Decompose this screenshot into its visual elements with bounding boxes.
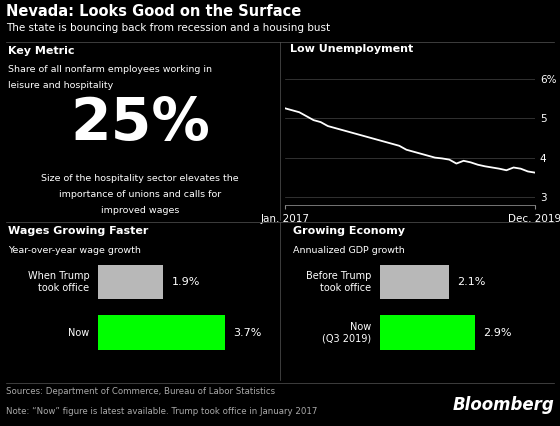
Text: When Trump
took office: When Trump took office <box>28 271 90 293</box>
Text: 2.1%: 2.1% <box>457 277 486 287</box>
Text: Sources: Department of Commerce, Bureau of Labor Statistics: Sources: Department of Commerce, Bureau … <box>6 387 275 396</box>
Bar <box>380 265 449 299</box>
Text: Low Unemployment: Low Unemployment <box>290 44 413 55</box>
Text: 1.9%: 1.9% <box>171 277 200 287</box>
Text: 2.9%: 2.9% <box>483 328 512 337</box>
Text: Now: Now <box>68 328 90 337</box>
Text: Note: “Now” figure is latest available. Trump took office in January 2017: Note: “Now” figure is latest available. … <box>6 407 317 416</box>
Text: Size of the hospitality sector elevates the: Size of the hospitality sector elevates … <box>41 174 239 183</box>
Text: Bloomberg: Bloomberg <box>452 396 554 414</box>
Text: Wages Growing Faster: Wages Growing Faster <box>8 226 149 236</box>
Text: 3.7%: 3.7% <box>233 328 262 337</box>
Text: Year-over-year wage growth: Year-over-year wage growth <box>8 246 141 255</box>
Text: The state is bouncing back from recession and a housing bust: The state is bouncing back from recessio… <box>6 23 330 33</box>
Bar <box>380 315 475 350</box>
Text: importance of unions and calls for: importance of unions and calls for <box>59 190 221 199</box>
Text: Annualized GDP growth: Annualized GDP growth <box>293 246 405 255</box>
Text: Now
(Q3 2019): Now (Q3 2019) <box>322 322 371 343</box>
Text: improved wages: improved wages <box>101 206 179 215</box>
Bar <box>98 265 163 299</box>
Text: Share of all nonfarm employees working in: Share of all nonfarm employees working i… <box>8 65 212 74</box>
Text: Growing Economy: Growing Economy <box>293 226 405 236</box>
Text: Nevada: Looks Good on the Surface: Nevada: Looks Good on the Surface <box>6 4 301 19</box>
Text: 25%: 25% <box>70 95 210 153</box>
Text: Before Trump
took office: Before Trump took office <box>306 271 371 293</box>
Text: Key Metric: Key Metric <box>8 46 75 57</box>
Text: leisure and hospitality: leisure and hospitality <box>8 81 114 90</box>
Bar <box>98 315 225 350</box>
